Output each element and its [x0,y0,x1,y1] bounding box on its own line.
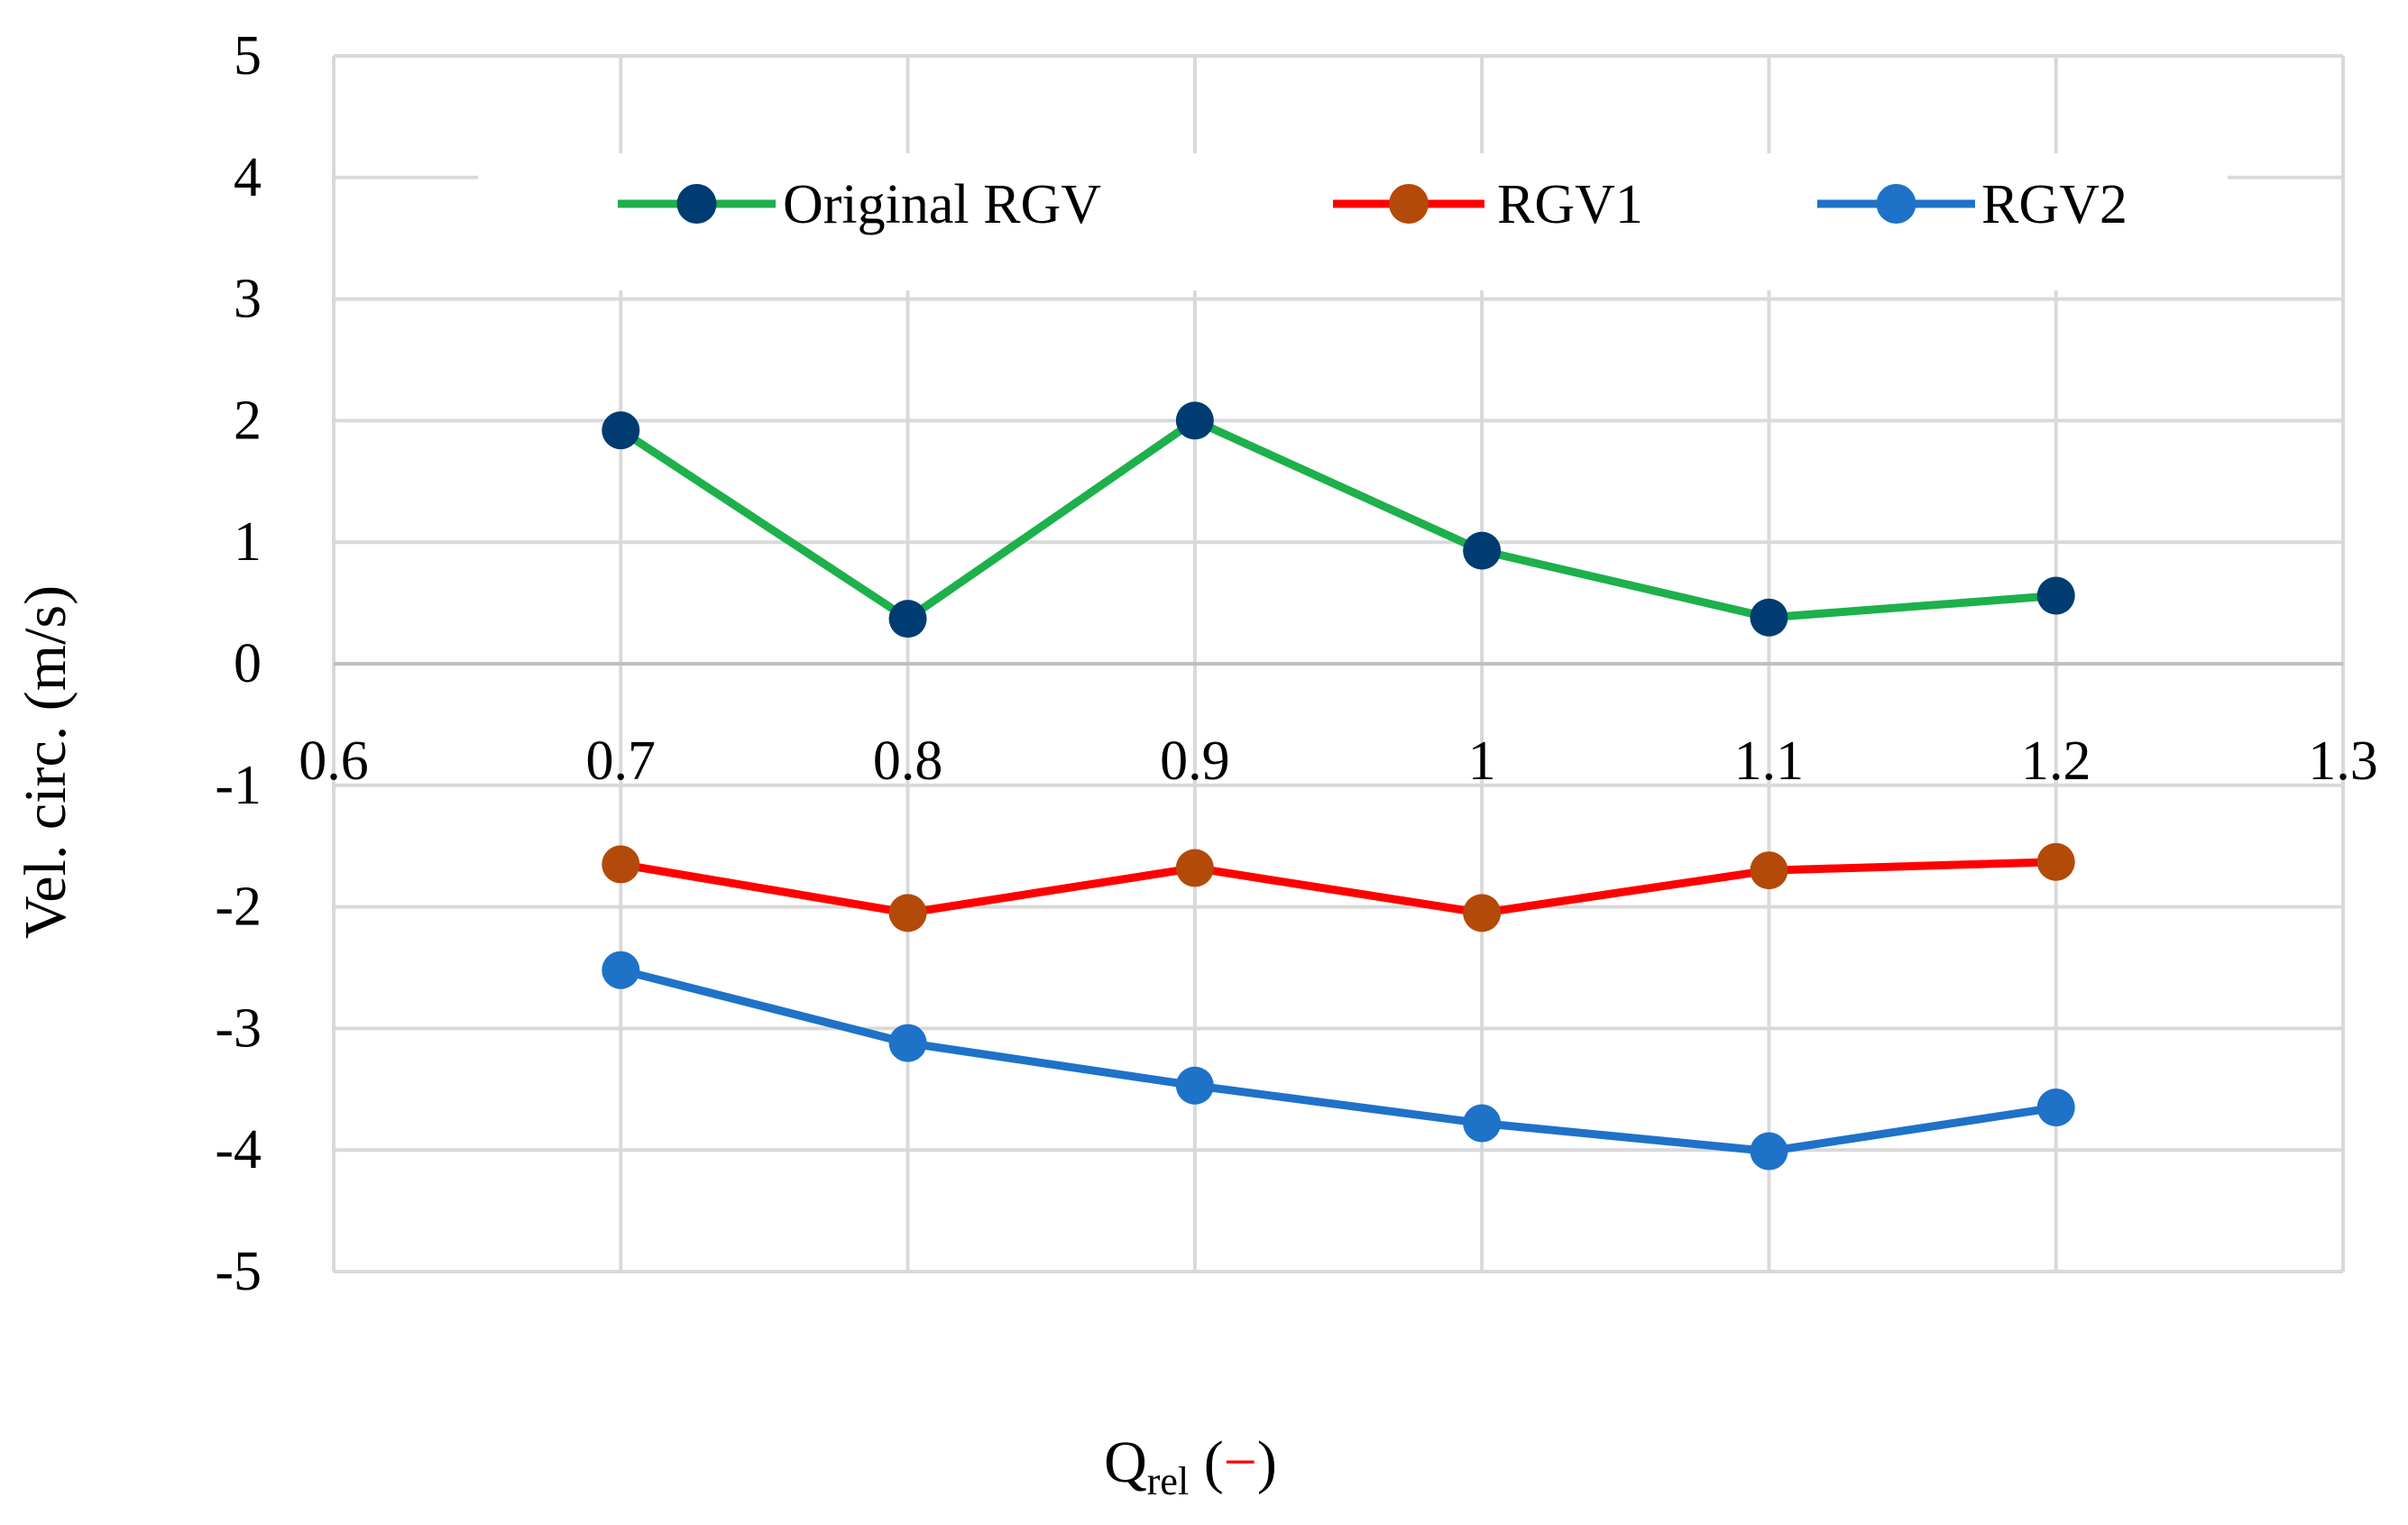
legend-marker-0 [676,184,717,224]
y-tick-label-7: 2 [234,390,262,451]
x-tick-label-0: 0.6 [299,730,369,792]
y-tick-label-1: -4 [215,1119,262,1180]
x-tick-label-7: 1.3 [2308,730,2378,792]
y-tick-label-3: -2 [215,877,262,938]
x-axis-title-subscript: rel [1147,1459,1189,1503]
x-tick-label-1: 0.7 [586,730,657,792]
y-tick-label-4: -1 [215,755,262,816]
x-tick-label-3: 0.9 [1160,730,1230,792]
y-tick-label-9: 4 [234,147,262,208]
data-point-1-0 [602,845,640,884]
y-tick-label-8: 3 [234,269,262,330]
x-axis-title: Qrel (−) [1104,1429,1277,1503]
y-tick-label-0: -5 [215,1241,262,1302]
data-point-2-3 [1463,1104,1502,1143]
legend-background [478,153,2228,290]
x-axis-title-main: Q [1104,1429,1147,1495]
legend: Original RGV RGV1 RGV2 [478,153,2228,290]
legend-label-1: RGV1 [1497,174,1643,235]
data-point-2-5 [2036,1089,2075,1127]
x-axis-title-close: ) [1257,1429,1277,1495]
data-point-2-2 [1175,1066,1214,1105]
y-tick-label-5: 0 [234,633,262,694]
data-point-0-4 [1750,598,1788,637]
data-point-0-5 [2036,576,2075,615]
data-point-2-0 [602,951,640,989]
series-line-1 [616,858,2061,917]
legend-label-0: Original RGV [783,174,1101,235]
x-tick-label-6: 1.2 [2021,730,2091,792]
data-series [602,401,2075,1171]
data-point-0-2 [1175,401,1214,440]
series-2 [602,951,2075,1171]
data-point-2-4 [1750,1132,1788,1171]
data-point-1-4 [1750,851,1788,890]
series-1 [602,842,2075,932]
data-point-0-1 [888,600,927,638]
series-0 [602,401,2075,638]
legend-label-2: RGV2 [1981,174,2128,235]
data-point-1-5 [2036,842,2075,881]
data-point-0-0 [602,411,640,450]
y-tick-label-10: 5 [234,25,262,87]
x-axis-title-unit: − [1224,1429,1257,1495]
legend-marker-2 [1876,184,1916,224]
data-point-1-3 [1463,894,1502,932]
x-tick-label-2: 0.8 [873,730,943,792]
x-tick-label-4: 1 [1468,730,1496,792]
y-tick-label-6: 1 [234,511,262,573]
series-line-2 [616,966,2061,1156]
legend-item-0: Original RGV [618,174,1101,235]
tick-labels: -5 -4 -3 -2 -1 0 1 2 3 4 5 0.6 0.7 0.8 0.9 1 1.1 1.2 1.3 [215,25,2377,1302]
legend-item-2: RGV2 [1817,174,2128,235]
data-point-0-3 [1463,531,1502,570]
x-tick-label-5: 1.1 [1734,730,1805,792]
series-line-0 [616,416,2061,623]
data-point-1-2 [1175,849,1214,887]
x-axis-title-open: ( [1189,1429,1223,1495]
y-axis-title: Vel. circ. (m/s) [13,585,78,939]
legend-item-1: RGV1 [1333,174,1643,235]
legend-marker-1 [1389,184,1429,224]
data-point-1-1 [888,894,927,932]
y-tick-label-2: -3 [215,997,262,1059]
data-point-2-1 [888,1024,927,1062]
